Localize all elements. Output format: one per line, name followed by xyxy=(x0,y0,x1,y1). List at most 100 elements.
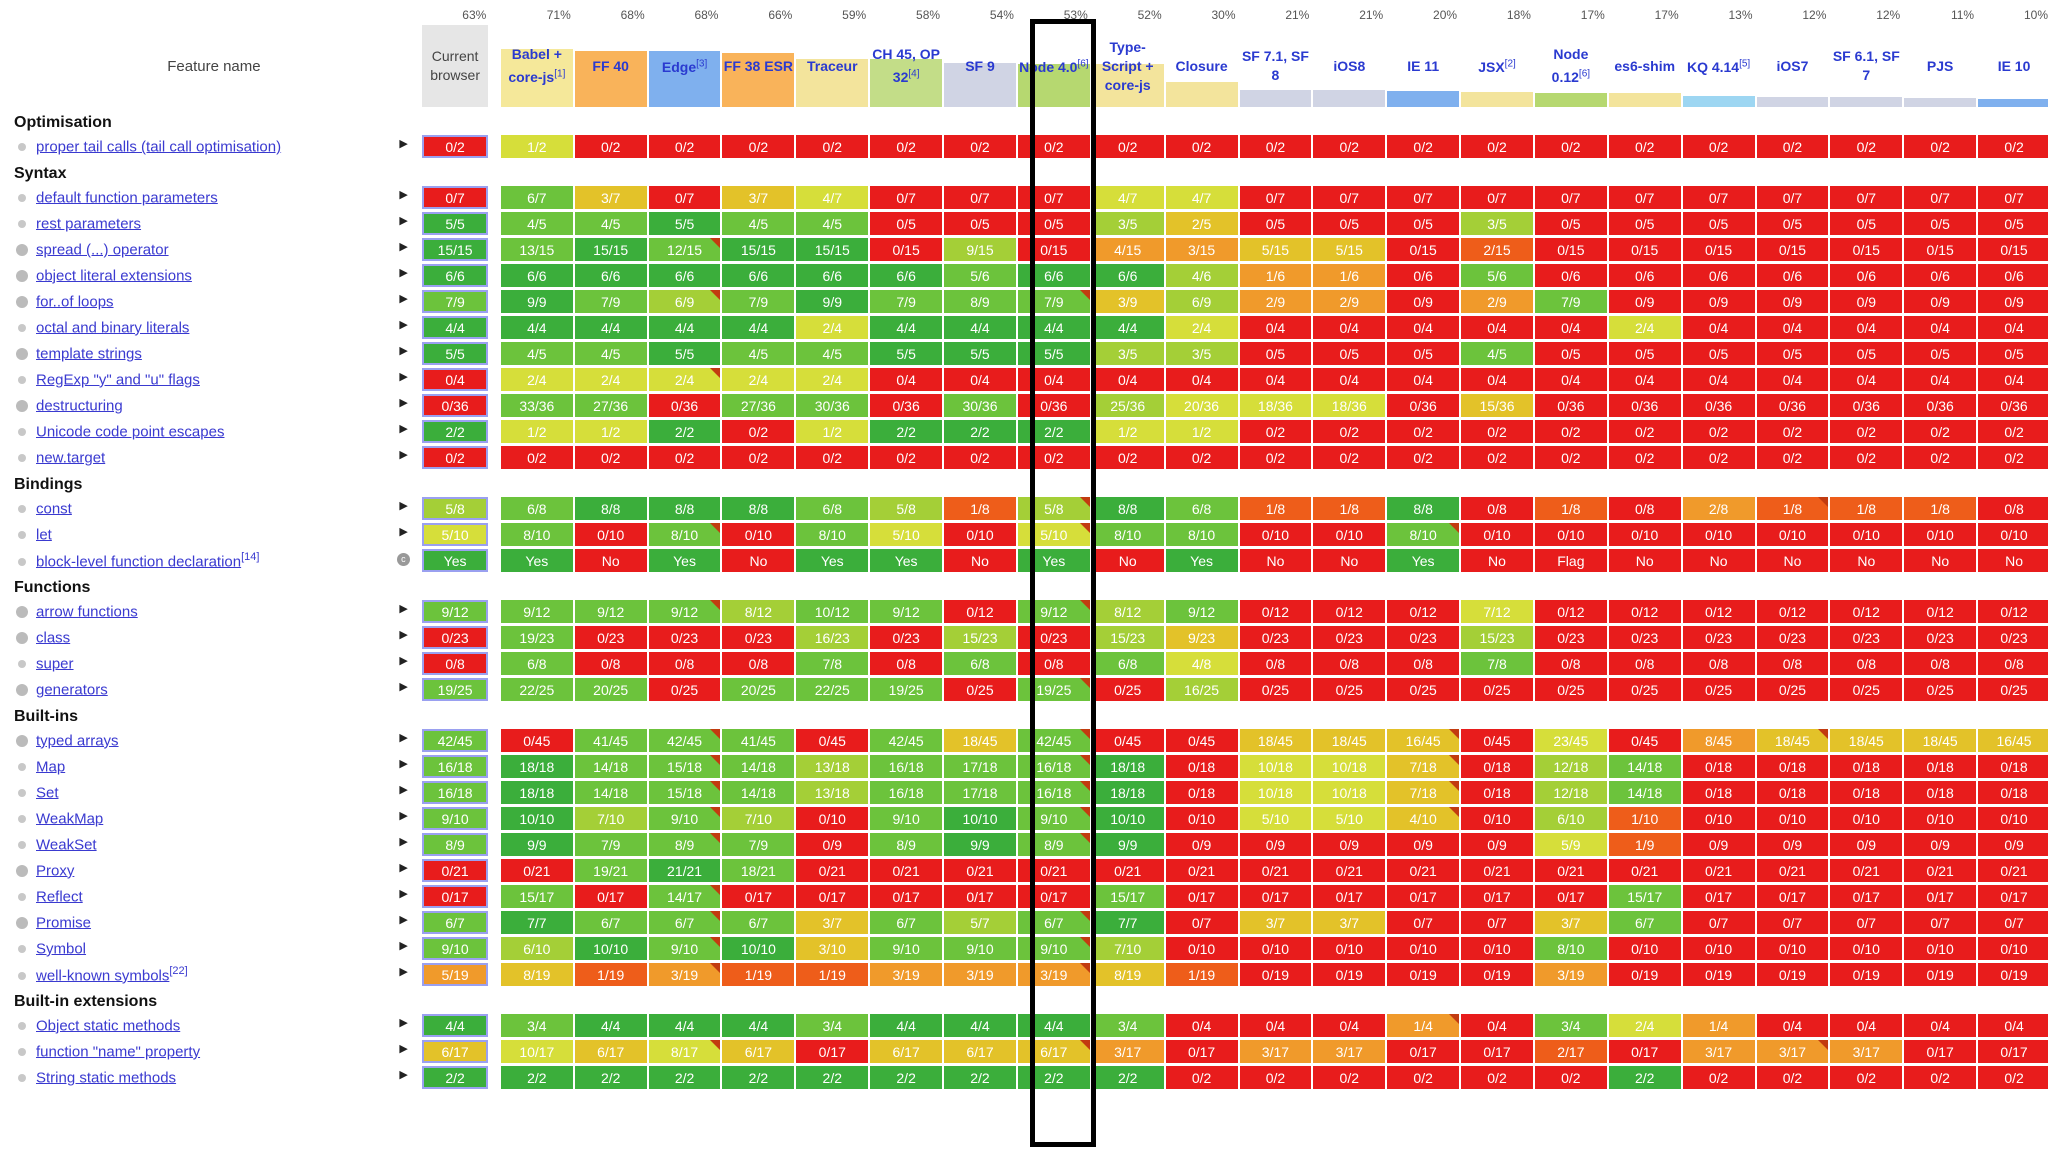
result-cell[interactable]: 0/10 xyxy=(796,807,869,830)
result-cell[interactable]: 0/4 xyxy=(1239,316,1312,339)
result-cell[interactable]: 0/8 xyxy=(574,652,647,675)
result-cell[interactable]: 0/10 xyxy=(1239,937,1312,960)
result-cell[interactable]: No xyxy=(1091,549,1164,572)
expand-triangle-icon[interactable]: ▶ xyxy=(399,189,408,201)
current-browser-result[interactable]: 6/7 xyxy=(421,911,489,934)
feature-link[interactable]: class xyxy=(36,629,71,647)
result-cell[interactable]: 3/7 xyxy=(796,911,869,934)
expand-triangle-icon[interactable]: ▶ xyxy=(399,526,408,538)
result-cell[interactable]: 9/10 xyxy=(1017,937,1090,960)
result-cell[interactable]: 0/2 xyxy=(1534,420,1607,443)
current-browser-result[interactable]: 9/10 xyxy=(421,807,489,830)
result-cell[interactable]: 15/23 xyxy=(1091,626,1164,649)
result-cell[interactable]: 16/18 xyxy=(1017,781,1090,804)
feature-link[interactable]: RegExp "y" and "u" flags xyxy=(36,371,200,389)
result-cell[interactable]: 5/8 xyxy=(1017,497,1090,520)
result-cell[interactable]: 0/7 xyxy=(1830,911,1903,934)
browser-column-header[interactable]: Node 4.0[6] xyxy=(1017,25,1090,107)
result-cell[interactable]: 0/17 xyxy=(1461,885,1533,908)
result-cell[interactable]: 0/17 xyxy=(796,1040,869,1063)
result-cell[interactable]: 16/45 xyxy=(1978,729,2048,752)
result-cell[interactable]: 7/12 xyxy=(1461,600,1533,623)
result-cell[interactable]: 0/9 xyxy=(1461,833,1533,856)
result-cell[interactable]: 8/10 xyxy=(796,523,869,546)
result-cell[interactable]: 42/45 xyxy=(870,729,943,752)
result-cell[interactable]: 0/18 xyxy=(1461,755,1533,778)
result-cell[interactable]: 8/17 xyxy=(648,1040,721,1063)
result-cell[interactable]: 0/8 xyxy=(722,652,795,675)
result-cell[interactable]: 8/8 xyxy=(648,497,721,520)
expand-triangle-icon[interactable]: ▶ xyxy=(399,138,408,150)
result-cell[interactable]: 0/21 xyxy=(1461,859,1533,882)
result-cell[interactable]: 0/10 xyxy=(1165,807,1238,830)
result-cell[interactable]: 8/10 xyxy=(1534,937,1607,960)
current-browser-header[interactable]: Current browser xyxy=(421,25,489,107)
result-cell[interactable]: Yes xyxy=(648,549,721,572)
expand-triangle-icon[interactable]: ▶ xyxy=(399,500,408,512)
current-browser-result[interactable]: 4/4 xyxy=(421,316,489,339)
result-cell[interactable]: No xyxy=(722,549,795,572)
result-cell[interactable]: 0/2 xyxy=(1978,1066,2048,1089)
result-cell[interactable]: 0/18 xyxy=(1756,781,1829,804)
result-cell[interactable]: 0/19 xyxy=(1682,963,1755,986)
expand-triangle-icon[interactable]: ▶ xyxy=(399,371,408,383)
result-cell[interactable]: 41/45 xyxy=(574,729,647,752)
result-cell[interactable]: 0/2 xyxy=(1608,446,1681,469)
result-cell[interactable]: 9/9 xyxy=(500,833,573,856)
result-cell[interactable]: 6/9 xyxy=(1165,290,1238,313)
result-cell[interactable]: 14/18 xyxy=(722,781,795,804)
result-cell[interactable]: 0/45 xyxy=(1461,729,1533,752)
result-cell[interactable]: 0/2 xyxy=(1682,420,1755,443)
result-cell[interactable]: Flag xyxy=(1534,549,1607,572)
result-cell[interactable]: 7/9 xyxy=(574,833,647,856)
result-cell[interactable]: 9/15 xyxy=(944,238,1016,261)
result-cell[interactable]: 2/4 xyxy=(500,368,573,391)
result-cell[interactable]: 0/18 xyxy=(1165,781,1238,804)
result-cell[interactable]: 0/45 xyxy=(1165,729,1238,752)
result-cell[interactable]: 18/18 xyxy=(1091,781,1164,804)
result-cell[interactable]: 0/45 xyxy=(500,729,573,752)
result-cell[interactable]: 0/15 xyxy=(1682,238,1755,261)
result-cell[interactable]: 0/2 xyxy=(1978,446,2048,469)
result-cell[interactable]: No xyxy=(1756,549,1829,572)
result-cell[interactable]: 0/2 xyxy=(1534,1066,1607,1089)
result-cell[interactable]: 6/7 xyxy=(1608,911,1681,934)
result-cell[interactable]: 0/9 xyxy=(1978,833,2048,856)
result-cell[interactable]: 0/2 xyxy=(1239,420,1312,443)
result-cell[interactable]: 3/7 xyxy=(1313,911,1386,934)
expand-triangle-icon[interactable]: ▶ xyxy=(399,732,408,744)
result-cell[interactable]: 0/6 xyxy=(1904,264,1977,287)
result-cell[interactable]: 18/45 xyxy=(1239,729,1312,752)
result-cell[interactable]: 0/23 xyxy=(722,626,795,649)
result-cell[interactable]: 6/6 xyxy=(722,264,795,287)
result-cell[interactable]: 0/7 xyxy=(1165,911,1238,934)
result-cell[interactable]: 5/7 xyxy=(944,911,1016,934)
result-cell[interactable]: 1/2 xyxy=(500,420,573,443)
result-cell[interactable]: 0/8 xyxy=(1978,497,2048,520)
result-cell[interactable]: No xyxy=(1682,549,1755,572)
result-cell[interactable]: 4/5 xyxy=(500,342,573,365)
result-cell[interactable]: 0/2 xyxy=(1387,420,1460,443)
result-cell[interactable]: 0/17 xyxy=(574,885,647,908)
result-cell[interactable]: 0/2 xyxy=(574,446,647,469)
result-cell[interactable]: 0/9 xyxy=(1904,290,1977,313)
result-cell[interactable]: 1/8 xyxy=(1830,497,1903,520)
result-cell[interactable]: 1/6 xyxy=(1239,264,1312,287)
result-cell[interactable]: 0/8 xyxy=(1387,652,1460,675)
browser-column-header[interactable]: es6-shim xyxy=(1608,25,1681,107)
result-cell[interactable]: 0/12 xyxy=(944,600,1016,623)
current-browser-result[interactable]: 5/10 xyxy=(421,523,489,546)
result-cell[interactable]: 0/45 xyxy=(796,729,869,752)
browser-column-header[interactable]: Babel + core-js[1] xyxy=(500,25,573,107)
result-cell[interactable]: 10/10 xyxy=(722,937,795,960)
result-cell[interactable]: 6/10 xyxy=(1534,807,1607,830)
result-cell[interactable]: 4/4 xyxy=(870,316,943,339)
result-cell[interactable]: 0/21 xyxy=(1091,859,1164,882)
result-cell[interactable]: 6/7 xyxy=(648,911,721,934)
feature-link[interactable]: well-known symbols xyxy=(36,967,170,985)
result-cell[interactable]: 7/10 xyxy=(722,807,795,830)
result-cell[interactable]: 0/36 xyxy=(1904,394,1977,417)
result-cell[interactable]: 3/17 xyxy=(1756,1040,1829,1063)
expand-triangle-icon[interactable]: ▶ xyxy=(399,293,408,305)
result-cell[interactable]: 0/21 xyxy=(500,859,573,882)
